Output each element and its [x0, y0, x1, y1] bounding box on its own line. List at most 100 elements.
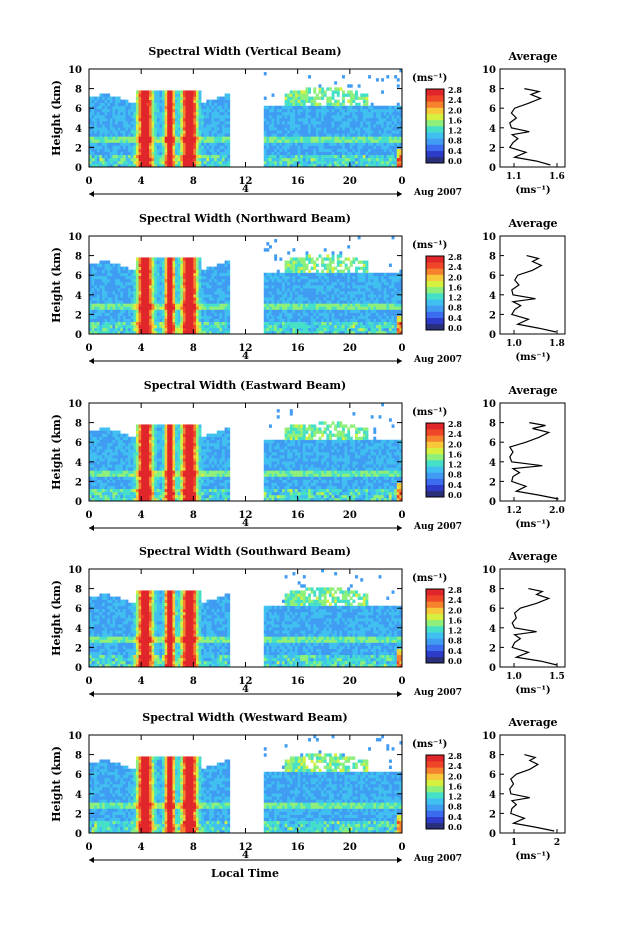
colorbar-swatch [426, 619, 444, 627]
colorbar-swatch [426, 656, 444, 664]
y-tick-label: 8 [75, 585, 82, 596]
x-tick-label: 8 [190, 510, 197, 521]
avg-x-tick-label: 1 [511, 838, 517, 848]
panel-4: Spectral Width (Southward Beam) Height (k… [50, 545, 566, 698]
colorbar-swatch [426, 822, 444, 830]
avg-y-tick-label: 10 [482, 731, 496, 742]
colorbar-swatch [426, 262, 444, 269]
colorbar-tick-label: 2.8 [448, 585, 462, 595]
y-tick-label: 0 [75, 663, 82, 674]
colorbar-swatch [426, 773, 444, 780]
x-tick-label: 20 [343, 842, 357, 853]
avg-y-tick-label: 0 [489, 663, 496, 674]
y-tick-label: 10 [68, 232, 82, 243]
x-tick-label: 8 [190, 842, 197, 853]
avg-y-tick-label: 4 [489, 624, 496, 635]
y-tick-label: 6 [75, 604, 82, 615]
colorbar-tick-label: 0.4 [448, 480, 462, 490]
avg-y-tick-label: 10 [482, 399, 496, 410]
colorbar-frame [425, 754, 445, 830]
avg-x-tick-label: 1.8 [549, 339, 565, 349]
avg-y-tick-label: 0 [489, 163, 496, 174]
colorbar-swatch [426, 89, 444, 96]
avg-y-tick-label: 6 [489, 438, 496, 449]
avg-y-tick-label: 8 [489, 419, 496, 430]
y-tick-label: 6 [75, 104, 82, 115]
colorbar-swatch [426, 144, 444, 151]
y-tick-label: 2 [75, 310, 82, 321]
x-tick-label: 4 [138, 176, 145, 187]
day-marker: 4 [242, 351, 249, 362]
avg-y-tick-label: 2 [489, 310, 496, 321]
colorbar-swatch [426, 779, 444, 787]
x-tick-label: 12 [239, 510, 253, 521]
colorbar-frame [425, 422, 445, 498]
x-tick-label: 0 [399, 676, 406, 687]
colorbar-tick-label: 1.2 [448, 293, 462, 303]
x-tick-label: 12 [239, 176, 253, 187]
y-tick-label: 6 [75, 271, 82, 282]
avg-y-tick-label: 10 [482, 232, 496, 243]
colorbar-tick-label: 0.0 [448, 656, 462, 666]
avg-y-tick-label: 4 [489, 458, 496, 469]
average-title: Average [507, 217, 557, 230]
colorbar-swatch [426, 311, 444, 318]
panel-title: Spectral Width (Northward Beam) [139, 212, 351, 225]
colorbar-tick-label: 0.8 [448, 303, 462, 313]
colorbar-tick-label: 2.8 [448, 252, 462, 262]
colorbar-swatch [426, 632, 444, 639]
x-tick-label: 0 [86, 842, 93, 853]
colorbar-tick-label: 2.0 [448, 605, 462, 615]
average-frame [499, 235, 566, 335]
colorbar-swatch [426, 601, 444, 608]
colorbar-tick-label: 2.8 [448, 751, 462, 761]
average-frame [499, 734, 566, 834]
x-tick-label: 8 [190, 676, 197, 687]
y-tick-label: 4 [75, 624, 82, 635]
y-tick-label: 4 [75, 790, 82, 801]
x-tick-label: 0 [86, 510, 93, 521]
avg-y-tick-label: 6 [489, 271, 496, 282]
colorbar-swatch [426, 589, 444, 596]
colorbar-swatch [426, 423, 444, 430]
colorbar-tick-label: 1.2 [448, 792, 462, 802]
date-axis-arrow [397, 191, 402, 197]
avg-x-tick-label: 1.0 [506, 672, 522, 682]
colorbar-swatch [426, 761, 444, 768]
avg-y-tick-label: 8 [489, 252, 496, 263]
avg-y-tick-label: 2 [489, 809, 496, 820]
average-profile-line [508, 422, 559, 500]
colorbar-swatch [426, 126, 444, 133]
average-frame [499, 402, 566, 502]
date-axis-arrow [89, 857, 94, 863]
colorbar-swatch [426, 460, 444, 467]
colorbar-swatch [426, 644, 444, 651]
colorbar-swatch [426, 113, 444, 121]
average-frame [499, 68, 566, 168]
colorbar-unit: (ms⁻¹) [412, 739, 447, 750]
y-tick-label: 0 [75, 497, 82, 508]
colorbar-swatch [426, 484, 444, 492]
colorbar-tick-label: 0.0 [448, 323, 462, 333]
x-tick-label: 4 [138, 510, 145, 521]
colorbar-swatch [426, 453, 444, 461]
y-tick-label: 8 [75, 252, 82, 263]
day-marker: 4 [242, 684, 249, 695]
x-tick-label: 4 [138, 676, 145, 687]
panel-title: Spectral Width (Vertical Beam) [148, 45, 341, 58]
y-tick-label: 0 [75, 330, 82, 341]
avg-y-tick-label: 4 [489, 790, 496, 801]
colorbar-swatch [426, 119, 444, 127]
colorbar-swatch [426, 441, 444, 448]
date-label: Aug 2007 [413, 355, 462, 365]
colorbar-swatch [426, 447, 444, 455]
x-tick-label: 0 [399, 842, 406, 853]
avg-y-tick-label: 4 [489, 291, 496, 302]
average-xlabel: (ms⁻¹) [515, 519, 550, 530]
y-tick-label: 6 [75, 770, 82, 781]
colorbar-unit: (ms⁻¹) [412, 73, 447, 84]
colorbar-swatch [426, 256, 444, 263]
panel-2: Spectral Width (Northward Beam) Height (k… [50, 212, 566, 365]
average-title: Average [507, 550, 557, 563]
